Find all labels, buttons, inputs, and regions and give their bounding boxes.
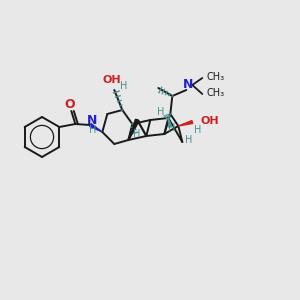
Text: N: N — [87, 115, 98, 128]
Text: H: H — [194, 125, 201, 135]
Text: H: H — [88, 125, 96, 135]
Text: H: H — [157, 107, 164, 117]
Polygon shape — [168, 118, 172, 127]
Text: OH: OH — [200, 116, 219, 126]
Text: O: O — [64, 98, 75, 112]
Text: CH₃: CH₃ — [206, 72, 224, 82]
Polygon shape — [178, 121, 193, 126]
Polygon shape — [90, 124, 102, 132]
Text: CH₃: CH₃ — [206, 88, 224, 98]
Text: H: H — [120, 81, 127, 91]
Text: H: H — [184, 135, 192, 145]
Text: H: H — [133, 129, 140, 139]
Text: OH: OH — [102, 75, 121, 85]
Text: N: N — [183, 79, 194, 92]
Polygon shape — [129, 119, 139, 139]
Text: H: H — [168, 123, 175, 133]
